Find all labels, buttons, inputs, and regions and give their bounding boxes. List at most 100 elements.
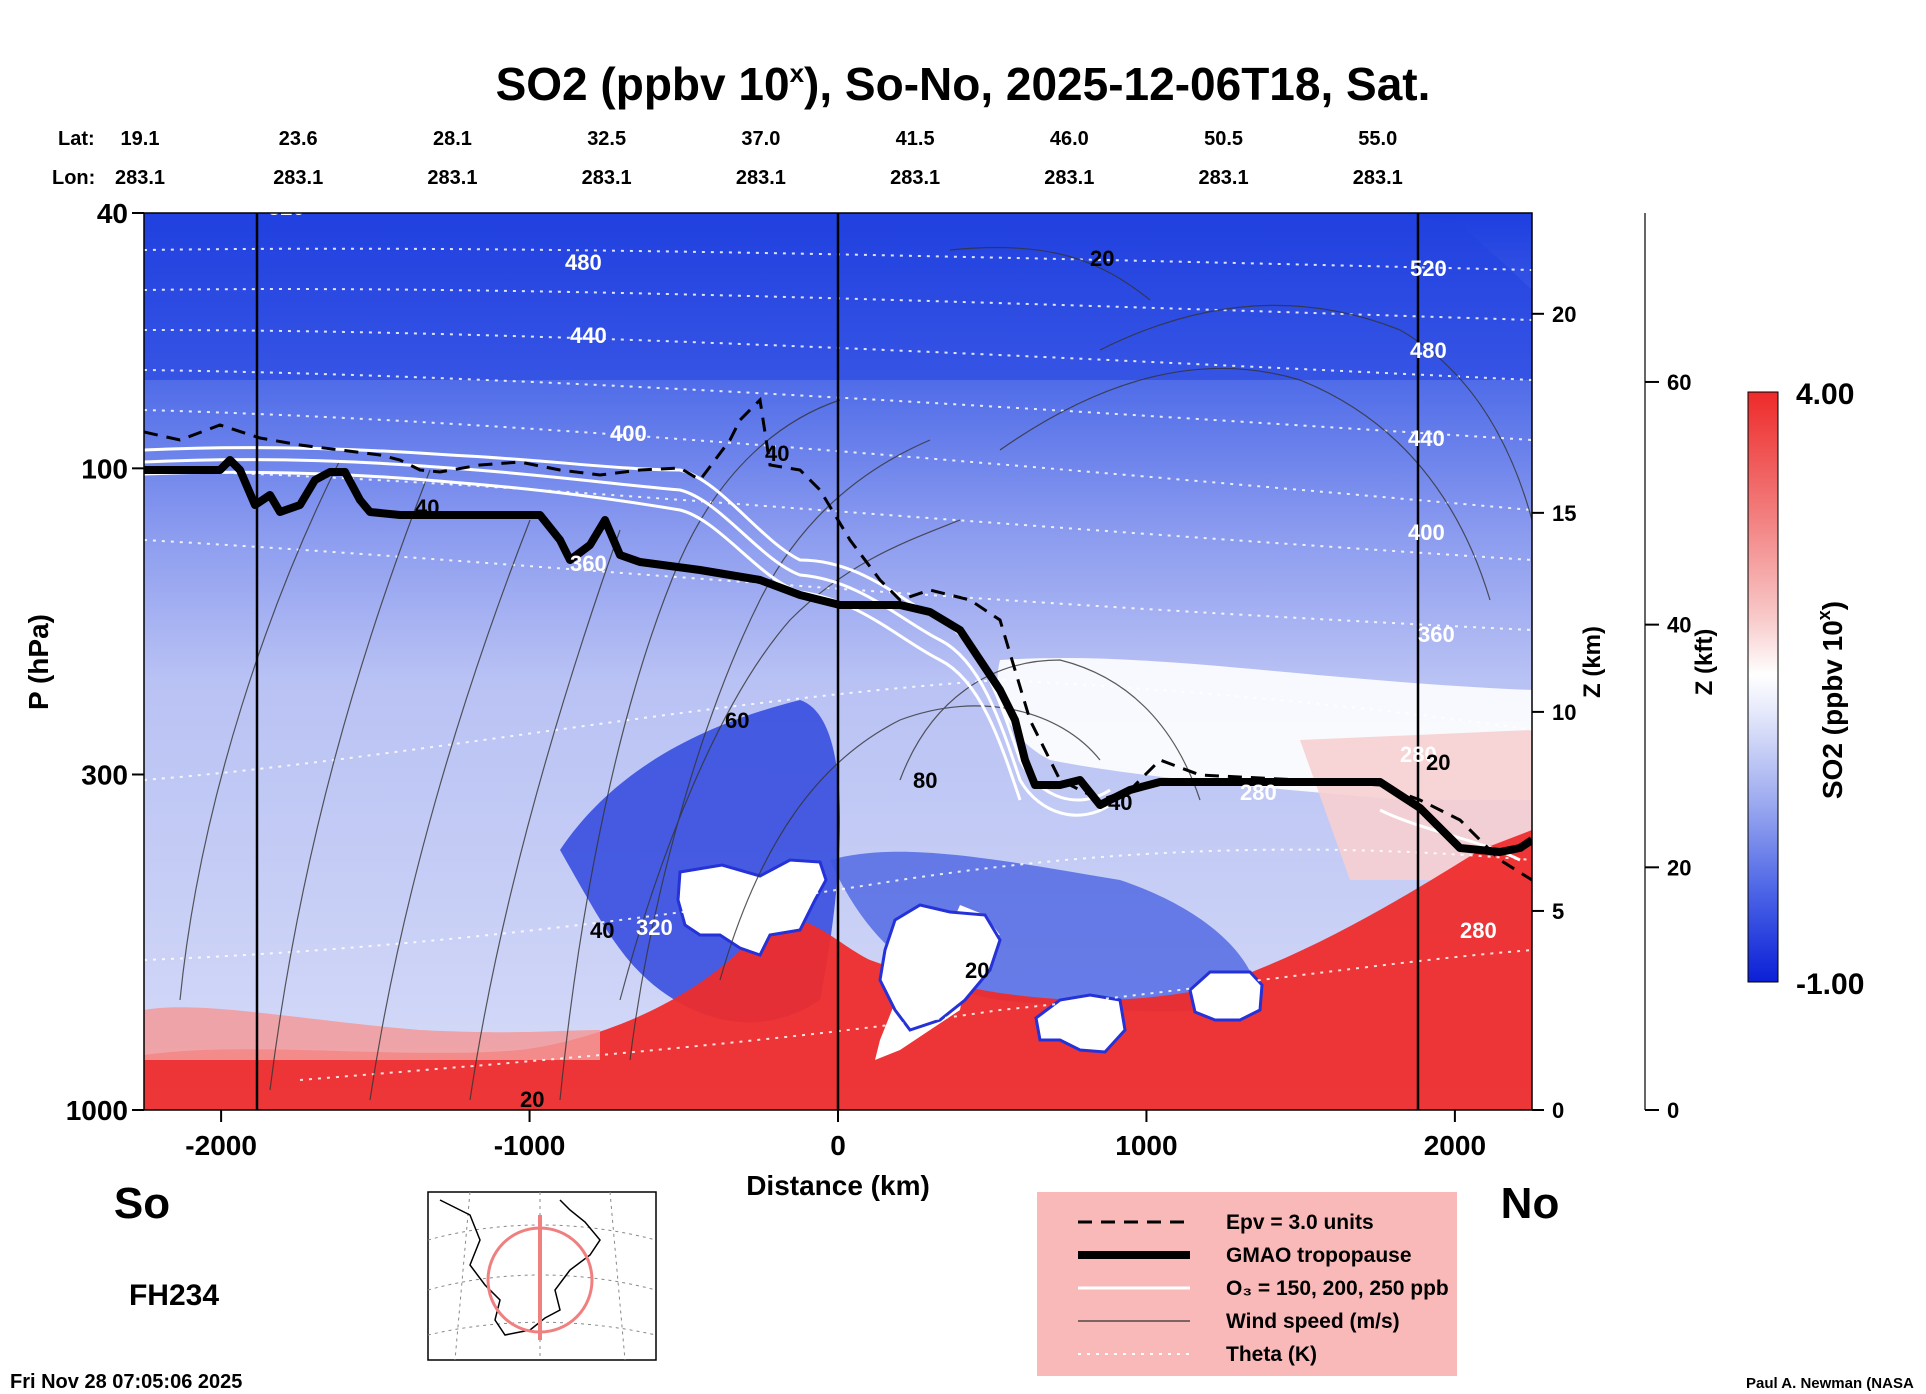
- x-tick-label: -1000: [494, 1130, 566, 1161]
- z-kft-tick-label: 40: [1667, 613, 1691, 638]
- legend-label: Theta (K): [1226, 1343, 1317, 1366]
- x-axis-label: Distance (km): [746, 1170, 930, 1201]
- wind-label: 40: [590, 918, 614, 943]
- wind-label: 20: [965, 958, 989, 983]
- theta-label: 480: [565, 250, 602, 275]
- plot-area: [144, 213, 1532, 1110]
- x-tick-label: 1000: [1115, 1130, 1177, 1161]
- legend-label: Epv = 3.0 units: [1226, 1211, 1374, 1234]
- legend-item: O₃ = 150, 200, 250 ppb: [1078, 1277, 1449, 1300]
- lat-value: 41.5: [896, 128, 935, 150]
- lon-row-label: Lon:: [52, 167, 95, 189]
- p-tick-label: 40: [97, 198, 128, 229]
- z-km-tick-label: 15: [1552, 501, 1576, 526]
- legend-item: Wind speed (m/s): [1078, 1310, 1400, 1333]
- legend-item: GMAO tropopause: [1078, 1244, 1412, 1267]
- lon-value: 283.1: [273, 167, 323, 189]
- wind-label: 40: [1108, 790, 1132, 815]
- wind-speed-contours: [179, 246, 1532, 1101]
- legend: Epv = 3.0 units GMAO tropopause O₃ = 150, …: [1037, 1192, 1457, 1376]
- lat-value: 23.6: [279, 128, 318, 150]
- lat-value: 55.0: [1358, 128, 1397, 150]
- lat-values: 19.1 23.6 28.1 32.5 37.0 41.5 46.0 50.5 55.0: [121, 128, 1398, 150]
- x-axis: -2000 -1000 0 1000 2000: [185, 1110, 1486, 1161]
- theta-labels: 5204804404003603202805204804404003602802…: [268, 195, 1497, 943]
- lat-value: 46.0: [1050, 128, 1089, 150]
- theta-contours: [144, 247, 1532, 1081]
- p-tick-label: 100: [81, 453, 128, 484]
- wind-label: 80: [913, 768, 937, 793]
- lon-values: 283.1 283.1 283.1 283.1 283.1 283.1 283.1 283.1…: [115, 167, 1403, 189]
- wind-label: 20: [520, 1087, 544, 1112]
- forecast-hour: FH234: [129, 1279, 219, 1312]
- z-km-axis-label: Z (km): [1579, 626, 1606, 698]
- x-tick-label: 2000: [1424, 1130, 1486, 1161]
- p-tick-label: 300: [81, 759, 128, 790]
- z-km-tick-label: 0: [1552, 1098, 1564, 1123]
- z-km-axis: 0 5 10 15 20: [1531, 213, 1576, 1123]
- z-kft-tick-label: 0: [1667, 1098, 1679, 1123]
- inset-coastline: [439, 1199, 601, 1336]
- theta-label: 280: [1400, 742, 1437, 767]
- epv-line: [144, 396, 1532, 882]
- missing-data-blob-3: [878, 903, 1002, 1032]
- legend-item: Epv = 3.0 units: [1078, 1211, 1374, 1234]
- x-tick-label: 0: [830, 1130, 846, 1161]
- inset-map: [427, 1191, 657, 1361]
- missing-data-blob-1: [676, 858, 828, 957]
- legend-item: Theta (K): [1078, 1343, 1317, 1366]
- wind-label: 40: [415, 495, 439, 520]
- z-km-tick-label: 10: [1552, 700, 1576, 725]
- z-kft-axis-label: Z (kft): [1691, 629, 1718, 696]
- theta-label: 280: [1460, 918, 1497, 943]
- theta-label: 400: [1408, 520, 1445, 545]
- lat-value: 50.5: [1204, 128, 1243, 150]
- north-label: No: [1501, 1179, 1560, 1228]
- theta-label: 400: [610, 421, 647, 446]
- colorbar-min-label: -1.00: [1796, 968, 1864, 1001]
- credit: Paul A. Newman (NASA: [1746, 1375, 1914, 1392]
- lon-value: 283.1: [1044, 167, 1094, 189]
- missing-data-blob-4: [1034, 993, 1127, 1054]
- z-kft-tick-label: 60: [1667, 370, 1691, 395]
- lon-value: 283.1: [427, 167, 477, 189]
- theta-label: 520: [1410, 256, 1447, 281]
- lat-row-label: Lat:: [58, 128, 95, 150]
- theta-label: 440: [570, 323, 607, 348]
- wind-label: 60: [725, 708, 749, 733]
- p-tick-label: 1000: [66, 1095, 128, 1126]
- theta-label: 480: [1410, 338, 1447, 363]
- lon-value: 283.1: [890, 167, 940, 189]
- lon-value: 283.1: [115, 167, 165, 189]
- wind-speed-labels: 20 40 40 60 80 40 20 20 40 20: [415, 246, 1450, 1112]
- z-km-tick-label: 5: [1552, 899, 1564, 924]
- lon-value: 283.1: [582, 167, 632, 189]
- pressure-axis: 40 100 300 1000: [66, 198, 144, 1126]
- lon-value: 283.1: [1199, 167, 1249, 189]
- y-axis-label: P (hPa): [23, 614, 54, 710]
- x-tick-label: -2000: [185, 1130, 257, 1161]
- colorbar-max-label: 4.00: [1796, 378, 1854, 411]
- legend-label: Wind speed (m/s): [1226, 1310, 1400, 1333]
- south-label: So: [114, 1179, 170, 1228]
- lat-value: 19.1: [121, 128, 160, 150]
- colorbar-title: SO2 (ppbv 10x): [1814, 601, 1848, 799]
- theta-label: 320: [636, 915, 673, 940]
- colorbar-gradient: [1747, 391, 1779, 983]
- z-kft-tick-label: 20: [1667, 855, 1691, 880]
- lat-value: 28.1: [433, 128, 472, 150]
- lat-value: 37.0: [741, 128, 780, 150]
- lat-value: 32.5: [587, 128, 626, 150]
- legend-label: GMAO tropopause: [1226, 1244, 1412, 1267]
- theta-label: 440: [1408, 426, 1445, 451]
- theta-label: 520: [268, 195, 305, 220]
- colorbar: 4.00 -1.00 SO2 (ppbv 10x): [1747, 378, 1864, 1001]
- chart-title: SO2 (ppbv 10x), So-No, 2025-12-06T18, Sa…: [496, 58, 1431, 110]
- timestamp: Fri Nov 28 07:05:06 2025: [10, 1371, 242, 1393]
- wind-label: 20: [1426, 750, 1450, 775]
- lon-value: 283.1: [1353, 167, 1403, 189]
- wind-label: 40: [765, 441, 789, 466]
- z-kft-axis: 0 20 40 60: [1644, 213, 1691, 1123]
- legend-label: O₃ = 150, 200, 250 ppb: [1226, 1277, 1449, 1300]
